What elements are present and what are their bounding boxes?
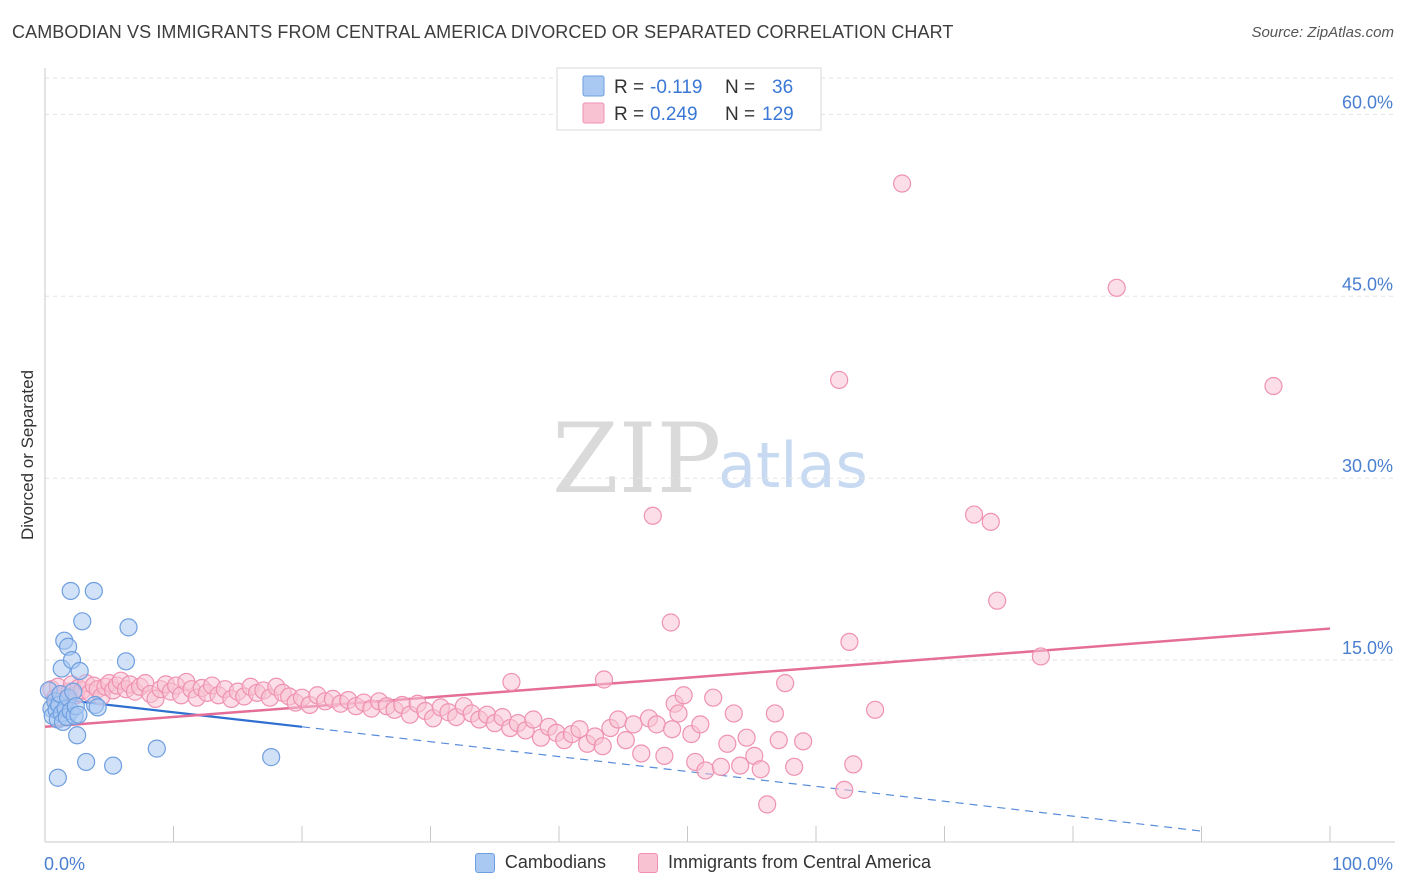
data-point-central-america — [524, 710, 543, 729]
data-point-central-america — [647, 715, 666, 734]
data-point-central-america — [502, 672, 521, 692]
y-axis-label: Divorced or Separated — [18, 370, 37, 540]
data-point-central-america — [866, 700, 885, 719]
y-tick-label: 45.0% — [1342, 274, 1393, 294]
data-point-central-america — [737, 728, 756, 747]
legend-n-value-1: 36 — [772, 77, 793, 98]
data-point-cambodians — [61, 581, 80, 601]
watermark-atlas: atlas — [718, 429, 868, 502]
y-tick-label: 15.0% — [1342, 638, 1393, 658]
data-point-cambodians — [70, 661, 89, 681]
legend-r-label-2: R = — [614, 104, 644, 125]
data-point-cambodians — [116, 652, 136, 671]
legend-swatch-cambodians — [582, 75, 605, 97]
x-tick-label-max: 100.0% — [1332, 854, 1393, 874]
y-tick-labels: 15.0% 30.0% 45.0% 60.0% — [1342, 92, 1393, 658]
data-point-central-america — [892, 174, 912, 193]
data-point-central-america — [776, 674, 795, 693]
data-point-central-america — [616, 731, 635, 750]
data-point-central-america — [718, 734, 737, 753]
data-point-cambodians — [68, 726, 87, 745]
data-point-central-america — [624, 715, 643, 734]
source-credit: Source: ZipAtlas.com — [1251, 24, 1394, 41]
data-point-cambodians — [73, 612, 92, 631]
data-point-central-america — [643, 506, 662, 525]
legend-n-value-2: 129 — [762, 104, 794, 125]
data-point-central-america — [662, 720, 682, 739]
watermark: ZIP atlas — [552, 403, 868, 515]
data-point-cambodians — [88, 698, 107, 717]
data-point-central-america — [593, 737, 612, 756]
data-point-cambodians — [147, 739, 166, 758]
data-point-cambodians — [119, 618, 138, 637]
data-point-central-america — [830, 370, 849, 390]
data-point-central-america — [731, 756, 750, 775]
data-point-cambodians — [48, 768, 67, 787]
data-point-central-america — [661, 613, 680, 632]
data-point-central-america — [794, 732, 813, 751]
data-point-central-america — [1031, 647, 1050, 666]
data-point-cambodians — [84, 581, 103, 601]
watermark-zip: ZIP — [552, 403, 721, 515]
data-point-central-america — [609, 710, 628, 729]
data-point-cambodians — [104, 756, 123, 775]
data-point-central-america — [988, 591, 1007, 610]
x-tick-labels: 0.0% 100.0% — [44, 854, 1393, 874]
data-point-central-america — [632, 744, 651, 763]
data-point-central-america — [724, 704, 743, 723]
legend-r-label-1: R = — [614, 77, 644, 98]
data-point-central-america — [981, 512, 1000, 531]
data-point-central-america — [704, 688, 723, 707]
data-point-central-america — [835, 780, 854, 799]
legend-item-cambodians: Cambodians — [474, 852, 606, 873]
data-point-central-america — [1107, 278, 1126, 297]
chart-title: CAMBODIAN VS IMMIGRANTS FROM CENTRAL AME… — [12, 22, 954, 42]
legend-item-central-america: Immigrants from Central America — [637, 852, 932, 873]
data-point-central-america — [1264, 376, 1283, 396]
series-cambodians-points — [39, 581, 281, 787]
correlation-legend: R = -0.119 N = 36 R = 0.249 N = 129 — [556, 67, 822, 131]
grid — [45, 77, 1395, 661]
legend-n-label-2: N = — [725, 104, 755, 125]
data-point-central-america — [769, 731, 788, 750]
data-point-central-america — [964, 505, 984, 524]
data-point-central-america — [674, 686, 693, 705]
y-tick-label: 60.0% — [1342, 92, 1393, 112]
data-point-central-america — [696, 761, 715, 780]
legend-r-value-1: -0.119 — [650, 77, 702, 98]
data-point-central-america — [570, 720, 589, 739]
data-point-cambodians — [262, 748, 281, 767]
data-point-central-america — [844, 755, 863, 774]
legend-label-central-america: Immigrants from Central America — [667, 852, 932, 872]
legend-swatch-cambodians-bottom — [474, 852, 495, 873]
series-central-america-points — [42, 174, 1283, 814]
data-point-cambodians — [77, 752, 96, 772]
data-point-central-america — [765, 704, 784, 723]
data-point-central-america — [785, 757, 804, 776]
trend-line-central-america — [44, 627, 1331, 729]
data-point-central-america — [840, 632, 859, 652]
legend-label-cambodians: Cambodians — [504, 852, 606, 872]
data-point-central-america — [691, 715, 710, 734]
legend-swatch-central-america — [582, 102, 605, 124]
legend-r-value-2: 0.249 — [650, 104, 698, 125]
trend-line-cambodians-extrapolated — [301, 726, 1202, 832]
legend-swatch-central-america-bottom — [637, 852, 658, 873]
series-legend: Cambodians Immigrants from Central Ameri… — [0, 852, 1406, 873]
x-tick-label-min: 0.0% — [44, 854, 85, 874]
data-point-central-america — [751, 760, 770, 779]
data-point-central-america — [594, 670, 614, 689]
data-point-central-america — [655, 746, 674, 765]
legend-n-label-1: N = — [725, 77, 755, 98]
data-point-cambodians — [69, 705, 88, 724]
axes — [44, 68, 1395, 843]
data-point-central-america — [711, 757, 731, 776]
y-tick-label: 30.0% — [1342, 456, 1393, 476]
data-point-central-america — [758, 795, 777, 814]
data-point-central-america — [669, 704, 688, 723]
